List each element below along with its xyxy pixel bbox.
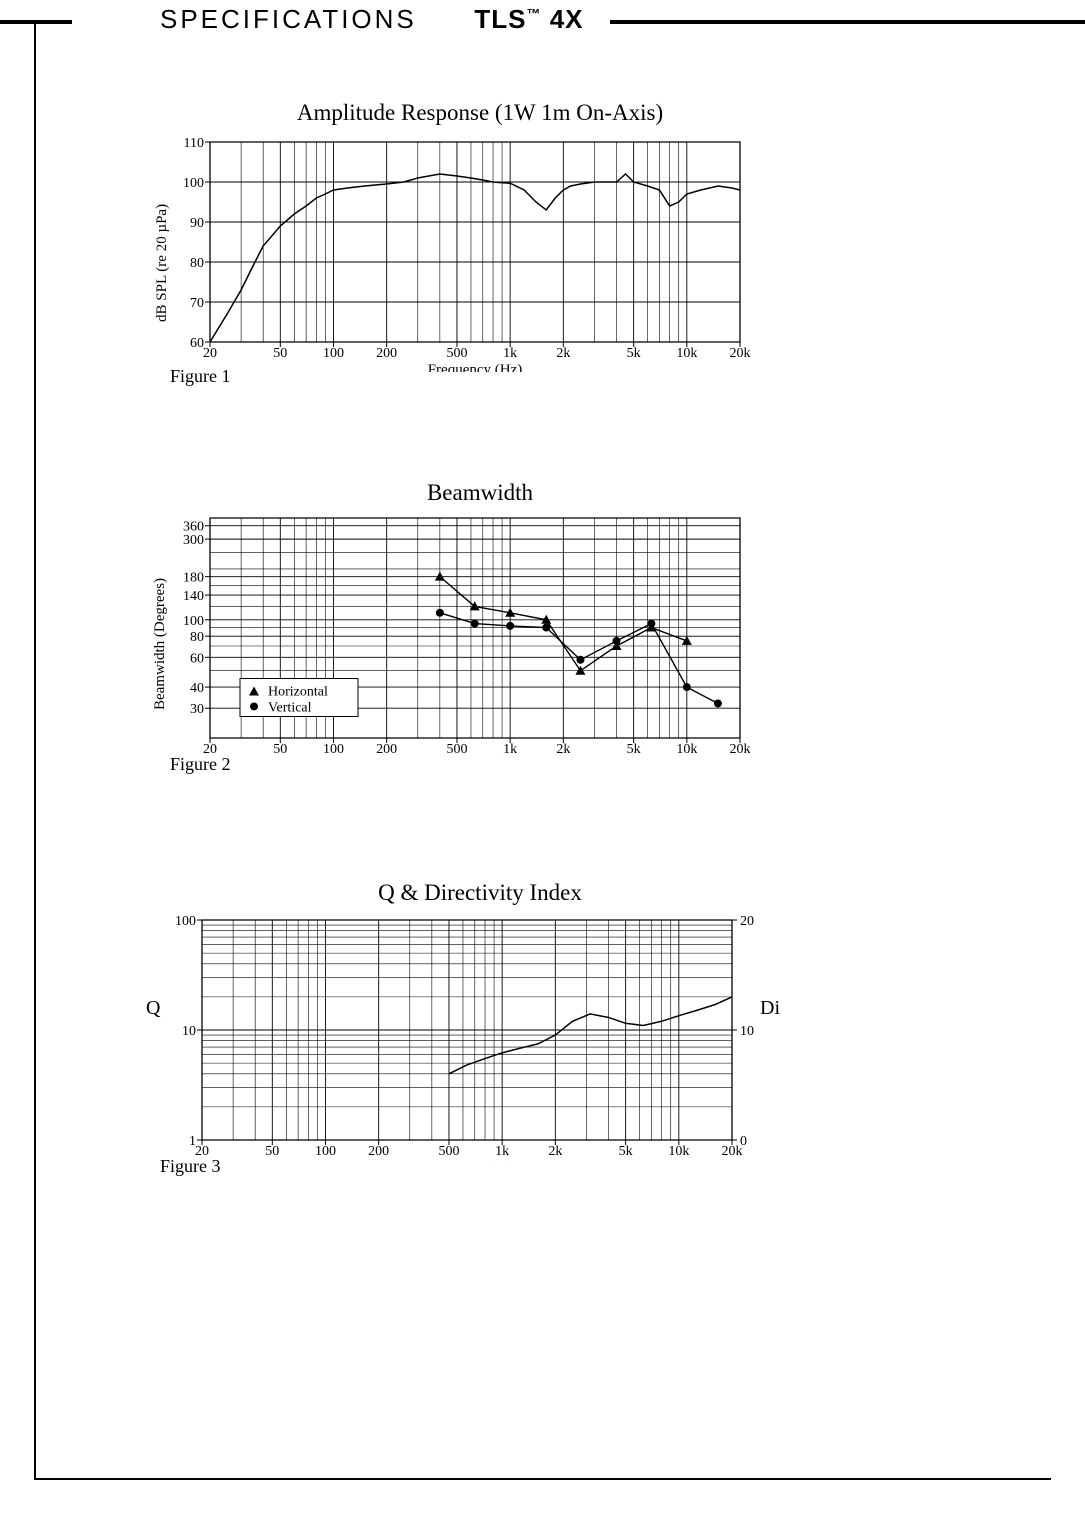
- svg-text:500: 500: [446, 346, 467, 361]
- svg-text:50: 50: [273, 742, 287, 757]
- svg-text:5k: 5k: [619, 1144, 633, 1159]
- fig3-title: Q & Directivity Index: [170, 880, 790, 906]
- svg-text:10k: 10k: [676, 346, 697, 361]
- svg-text:200: 200: [368, 1144, 389, 1159]
- svg-text:50: 50: [265, 1144, 279, 1159]
- page-header: SPECIFICATIONS TLS™ 4X: [160, 4, 584, 35]
- svg-text:20k: 20k: [730, 742, 751, 757]
- svg-text:180: 180: [183, 571, 204, 586]
- svg-text:200: 200: [376, 346, 397, 361]
- svg-text:500: 500: [446, 742, 467, 757]
- svg-text:200: 200: [376, 742, 397, 757]
- svg-text:100: 100: [183, 176, 204, 191]
- fig2-title: Beamwidth: [190, 480, 770, 506]
- svg-text:100: 100: [315, 1144, 336, 1159]
- header-spacer: [425, 4, 466, 34]
- header-rule-right: [610, 20, 1085, 24]
- svg-text:60: 60: [190, 651, 204, 666]
- svg-text:Horizontal: Horizontal: [268, 684, 328, 699]
- svg-text:80: 80: [190, 630, 204, 645]
- svg-text:80: 80: [190, 256, 204, 271]
- svg-text:60: 60: [190, 336, 204, 351]
- svg-text:20k: 20k: [730, 346, 751, 361]
- frame-bottom: [34, 1478, 1051, 1480]
- fig1-ylabel: dB SPL (re 20 µPa): [154, 204, 171, 322]
- svg-text:1: 1: [189, 1134, 196, 1149]
- header-product-prefix: TLS: [474, 4, 526, 34]
- svg-text:110: 110: [184, 136, 204, 151]
- svg-text:30: 30: [190, 702, 204, 717]
- svg-text:70: 70: [190, 296, 204, 311]
- svg-text:100: 100: [183, 614, 204, 629]
- q-directivity-chart: Q & Directivity Index Q Di 2050100200500…: [150, 880, 790, 1177]
- beamwidth-chart: Beamwidth Beamwidth (Degrees) 20 50 100 200…: [150, 480, 770, 775]
- svg-text:20: 20: [203, 346, 217, 361]
- svg-text:100: 100: [323, 346, 344, 361]
- svg-text:40: 40: [190, 681, 204, 696]
- svg-text:0: 0: [740, 1134, 747, 1149]
- fig1-plot: 20 50 100 200 500 1k 2k 5k 10k 20k 60 70 80 90 100 110 F…: [170, 132, 770, 372]
- svg-text:1k: 1k: [495, 1144, 509, 1159]
- svg-text:2k: 2k: [548, 1144, 562, 1159]
- svg-text:10k: 10k: [668, 1144, 689, 1159]
- svg-text:Vertical: Vertical: [268, 700, 312, 715]
- amplitude-response-chart: Amplitude Response (1W 1m On-Axis) dB SP…: [150, 100, 770, 387]
- svg-text:5k: 5k: [627, 346, 641, 361]
- svg-text:20: 20: [740, 914, 754, 929]
- svg-text:100: 100: [175, 914, 196, 929]
- svg-text:500: 500: [438, 1144, 459, 1159]
- svg-text:50: 50: [273, 346, 287, 361]
- svg-text:10: 10: [182, 1024, 196, 1039]
- fig2-ylabel: Beamwidth (Degrees): [152, 578, 169, 710]
- svg-text:20: 20: [195, 1144, 209, 1159]
- svg-text:Frequency (Hz): Frequency (Hz): [420, 1160, 515, 1162]
- frame-left: [34, 20, 36, 1480]
- svg-text:100: 100: [323, 742, 344, 757]
- svg-text:Frequency (Hz): Frequency (Hz): [428, 362, 523, 372]
- svg-text:90: 90: [190, 216, 204, 231]
- svg-text:10k: 10k: [676, 742, 697, 757]
- header-specs: SPECIFICATIONS: [160, 4, 417, 34]
- svg-text:2k: 2k: [556, 742, 570, 757]
- svg-text:2k: 2k: [556, 346, 570, 361]
- svg-text:1k: 1k: [503, 742, 517, 757]
- svg-text:1k: 1k: [503, 346, 517, 361]
- svg-text:300: 300: [183, 533, 204, 548]
- svg-text:10: 10: [740, 1024, 754, 1039]
- svg-text:20: 20: [203, 742, 217, 757]
- fig1-title: Amplitude Response (1W 1m On-Axis): [190, 100, 770, 126]
- fig3-ylabel-left: Q: [146, 997, 160, 1020]
- svg-text:360: 360: [183, 520, 204, 535]
- svg-text:5k: 5k: [627, 742, 641, 757]
- fig2-plot: 20501002005001k2k5k10k20k304060801001401…: [170, 510, 770, 760]
- svg-text:Frequency (Hz): Frequency (Hz): [428, 758, 523, 760]
- trademark-icon: ™: [526, 5, 541, 21]
- header-product-suffix: 4X: [541, 4, 583, 34]
- svg-text:140: 140: [183, 589, 204, 604]
- header-rule-left: [0, 20, 72, 24]
- fig3-plot: 20501002005001k2k5k10k20k11010001020Freq…: [170, 912, 780, 1162]
